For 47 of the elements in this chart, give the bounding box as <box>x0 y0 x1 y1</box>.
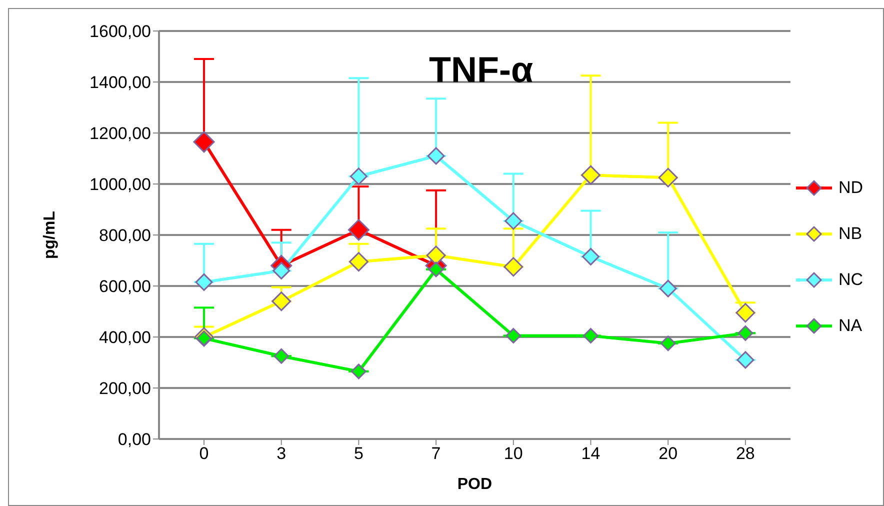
y-tick-label: 600,00 <box>99 277 151 296</box>
legend-label: NB <box>838 224 862 244</box>
point <box>193 131 215 153</box>
point <box>582 328 598 344</box>
x-tick-label: 14 <box>581 444 600 464</box>
x-axis-title: POD <box>457 476 492 493</box>
text: TNF-α <box>429 49 534 91</box>
x-tick-label: 28 <box>736 444 755 464</box>
x-tick-label: 5 <box>354 444 364 464</box>
point <box>427 147 445 165</box>
point <box>582 248 600 266</box>
x-tick-label: 7 <box>431 444 441 464</box>
y-tick-label: 800,00 <box>99 226 151 246</box>
legend-label: ND <box>838 178 863 198</box>
x-tick-label: 0 <box>199 444 209 464</box>
point <box>738 325 754 341</box>
y-tick-label: 1400,00 <box>90 73 151 92</box>
point <box>272 292 292 312</box>
point <box>504 212 522 230</box>
point <box>658 168 678 188</box>
point <box>274 348 290 364</box>
point <box>348 252 368 272</box>
point <box>660 336 676 352</box>
point <box>350 364 366 380</box>
point <box>506 328 522 344</box>
point <box>426 246 446 266</box>
y-tick-label: 200,00 <box>99 379 151 398</box>
legend-label: NC <box>838 270 863 290</box>
point <box>428 262 444 278</box>
y-axis-title: pg/mL <box>42 210 59 259</box>
y-tick-label: 1200,00 <box>90 124 151 144</box>
point <box>272 262 290 280</box>
point <box>580 165 600 185</box>
point <box>350 168 368 186</box>
x-tick-label: 10 <box>504 444 523 464</box>
legend-label: NA <box>838 316 862 336</box>
y-tick-label: 0,00 <box>118 430 151 450</box>
x-tick-label: 3 <box>276 444 286 464</box>
point <box>195 273 213 291</box>
x-tick-label: 20 <box>658 444 678 464</box>
y-tick-label: 400,00 <box>99 328 151 348</box>
y-tick-label: 1000,00 <box>90 175 151 194</box>
point <box>504 257 524 277</box>
point <box>659 280 677 298</box>
point <box>348 219 370 241</box>
y-tick-label: 1600,00 <box>90 22 151 42</box>
point <box>736 351 754 369</box>
